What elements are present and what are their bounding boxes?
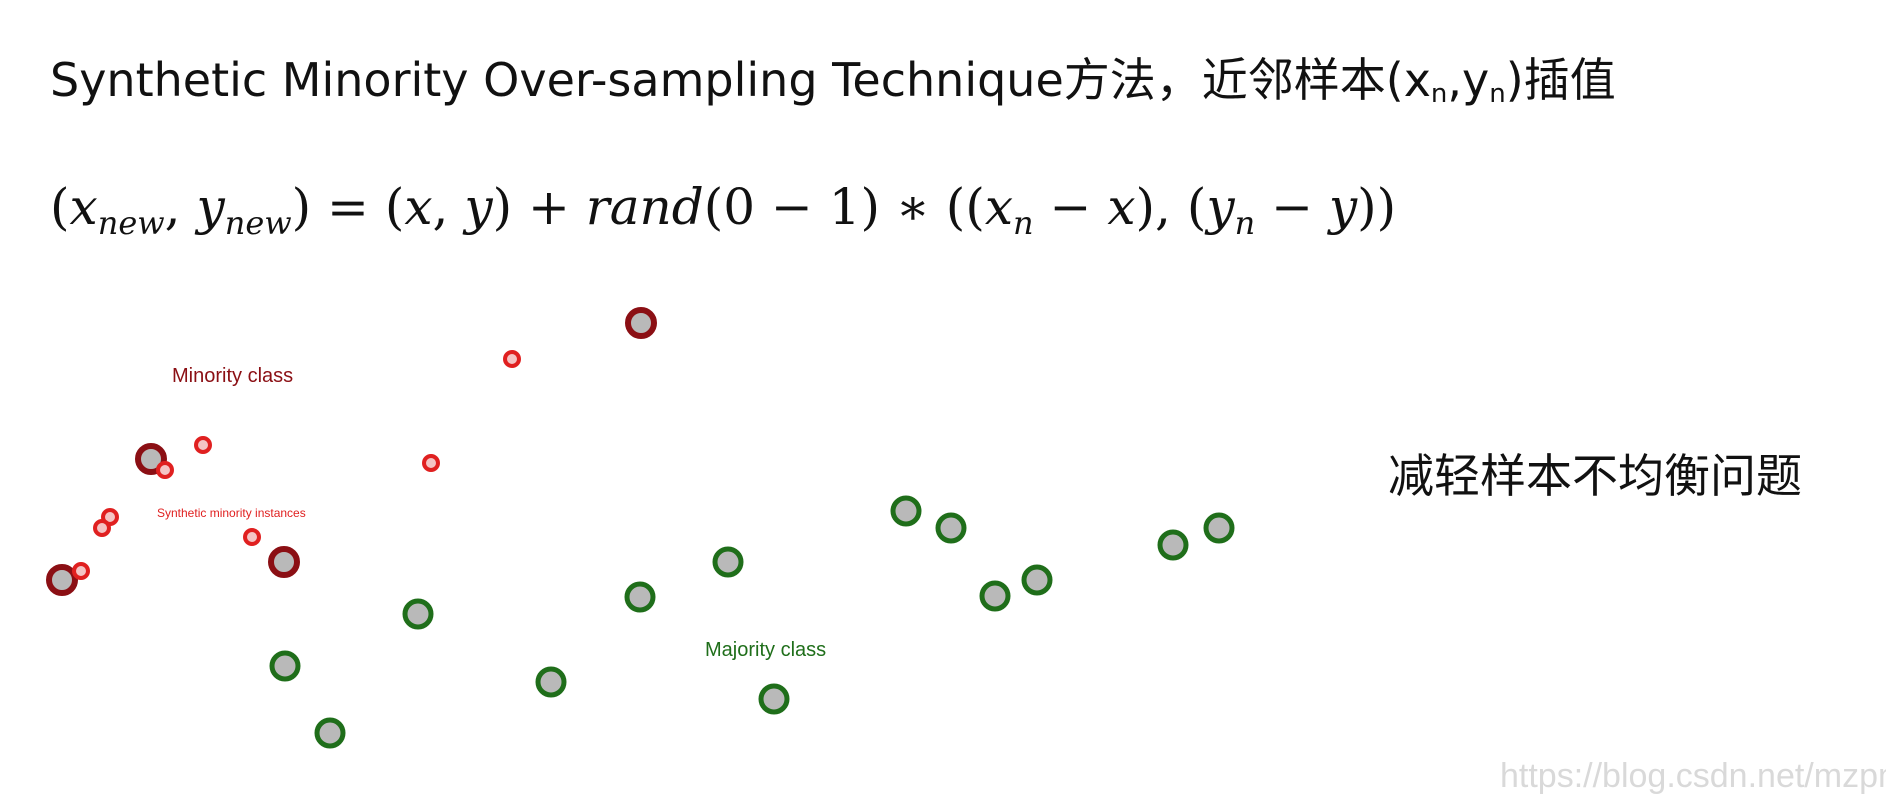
majority-point-7	[979, 580, 1011, 612]
points-layer	[46, 307, 1235, 749]
majority-point-6	[1021, 564, 1053, 596]
minority-class-label: Minority class	[172, 365, 293, 387]
majority-point-1	[890, 495, 922, 527]
synthetic-point-4	[422, 454, 440, 472]
slide-title: Synthetic Minority Over-sampling Techniq…	[50, 53, 1616, 109]
watermark: https://blog.csdn.net/mzpmzk	[1500, 757, 1886, 795]
majority-point-12	[758, 683, 790, 715]
synthetic-point-1	[503, 350, 521, 368]
synthetic-point-8	[72, 562, 90, 580]
majority-point-3	[712, 546, 744, 578]
minority-point-1	[625, 307, 657, 339]
majority-point-13	[314, 717, 346, 749]
majority-point-4	[624, 581, 656, 613]
synthetic-instances-label: Synthetic minority instances	[157, 506, 306, 520]
majority-point-5	[402, 598, 434, 630]
minority-point-3	[268, 546, 300, 578]
majority-point-8	[1157, 529, 1189, 561]
minority-point-4	[46, 564, 78, 596]
synthetic-point-7	[243, 528, 261, 546]
majority-point-10	[269, 650, 301, 682]
synthetic-point-6	[93, 519, 111, 537]
majority-point-2	[935, 512, 967, 544]
side-note: 减轻样本不均衡问题	[1388, 449, 1802, 503]
smote-formula: (xnew, ynew) = (x, y) + rand(0 − 1) ∗ ((…	[50, 178, 1397, 242]
synthetic-point-2	[194, 436, 212, 454]
majority-class-label: Majority class	[705, 639, 826, 661]
majority-point-9	[1203, 512, 1235, 544]
majority-point-11	[535, 666, 567, 698]
synthetic-point-3	[156, 461, 174, 479]
